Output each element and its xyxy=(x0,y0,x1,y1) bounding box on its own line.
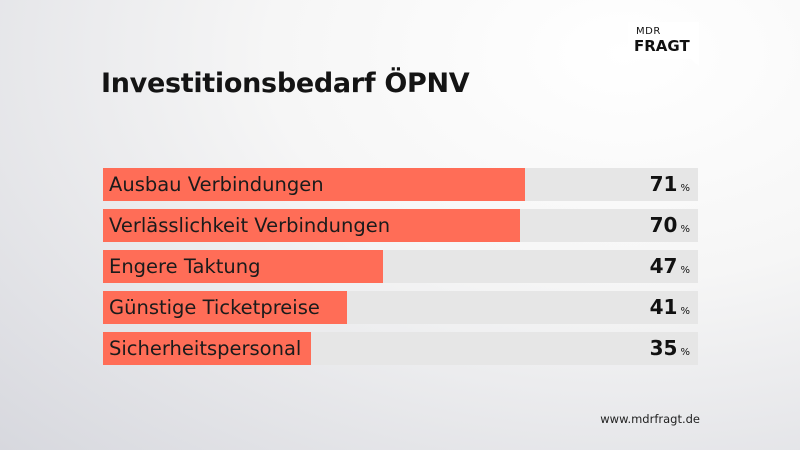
bar-value-unit: % xyxy=(680,306,690,317)
logo-bottom-text: FRAGT xyxy=(634,37,690,55)
bar-value: 35% xyxy=(650,336,690,360)
bar xyxy=(103,168,526,201)
bar-value: 41% xyxy=(650,295,690,319)
bar-value: 71% xyxy=(650,172,690,196)
bar-value: 70% xyxy=(650,213,690,237)
bar-row: Günstige Ticketpreise 41% xyxy=(103,291,698,324)
bar-row: Ausbau Verbindungen 71% xyxy=(103,168,698,201)
bar xyxy=(103,209,520,242)
bar-label: Sicherheitspersonal xyxy=(109,337,302,360)
bar-chart: Ausbau Verbindungen 71% Verlässlichkeit Ve… xyxy=(103,168,698,373)
bar xyxy=(103,250,383,283)
chart-title: Investitionsbedarf ÖPNV xyxy=(101,68,470,99)
bar-row: Verlässlichkeit Verbindungen 70% xyxy=(103,209,698,242)
bar xyxy=(103,291,347,324)
bar-label: Ausbau Verbindungen xyxy=(109,173,324,196)
mdr-fragt-logo: MDR FRAGT xyxy=(628,22,699,66)
logo-top-text: MDR xyxy=(636,26,661,37)
bar-row: Sicherheitspersonal 35% xyxy=(103,332,698,365)
bar-value: 47% xyxy=(650,254,690,278)
bar-value-number: 71 xyxy=(649,172,678,196)
bar-value-number: 41 xyxy=(649,295,678,319)
bar-label: Günstige Ticketpreise xyxy=(109,296,320,319)
bar-value-unit: % xyxy=(680,224,690,235)
bar-value-unit: % xyxy=(680,265,690,276)
bar-label: Engere Taktung xyxy=(109,255,261,278)
bar-label: Verlässlichkeit Verbindungen xyxy=(109,214,391,237)
bar-value-number: 47 xyxy=(649,254,678,278)
bar-row: Engere Taktung 47% xyxy=(103,250,698,283)
bar xyxy=(103,332,312,365)
bar-value-unit: % xyxy=(680,183,690,194)
source-url: www.mdrfragt.de xyxy=(600,412,700,426)
bar-value-number: 70 xyxy=(649,213,678,237)
bar-value-unit: % xyxy=(680,347,690,358)
bar-value-number: 35 xyxy=(649,336,678,360)
